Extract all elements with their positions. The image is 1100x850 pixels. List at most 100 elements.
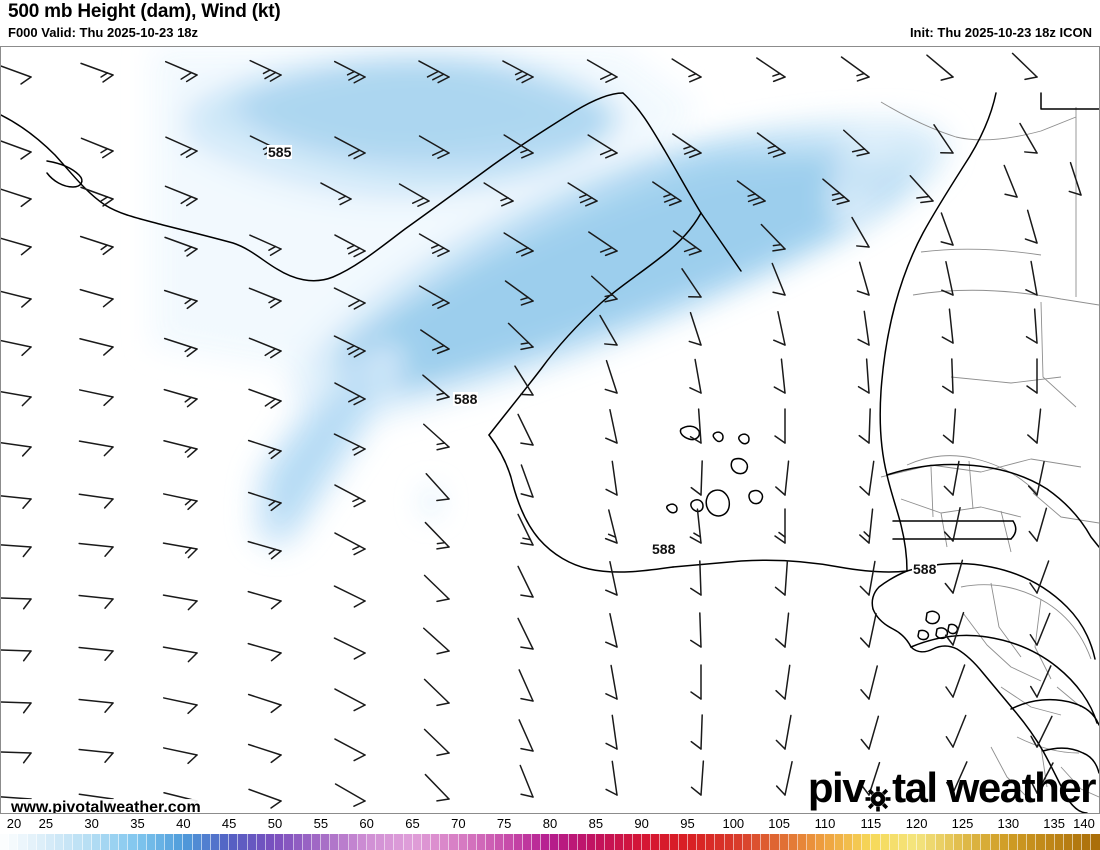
colorbar-tick: 70 — [451, 816, 466, 831]
colorbar-cell — [742, 834, 753, 850]
colorbar-cell — [898, 834, 909, 850]
colorbar-cell — [403, 834, 413, 850]
colorbar-cell — [229, 834, 239, 850]
colorbar-tick: 85 — [588, 816, 604, 831]
colorbar-cell — [45, 834, 56, 850]
colorbar-cell — [587, 834, 597, 850]
colorbar-cell — [843, 834, 853, 850]
colorbar-cell — [339, 834, 349, 850]
colorbar-cell — [27, 834, 37, 850]
colorbar-cell — [550, 834, 560, 850]
logo-text-part1: piv — [807, 764, 866, 811]
colorbar-cell — [678, 834, 688, 850]
colorbar-tick: 55 — [313, 816, 329, 831]
wind-speed-colorbar[interactable]: 20 25 30 35 40 45 50 55 60 65 70 75 80 85 90 95 100 105 11… — [0, 816, 1100, 850]
colorbar-cell — [807, 834, 817, 850]
colorbar-cell — [385, 834, 395, 850]
colorbar-cell — [91, 834, 101, 850]
map-canvas[interactable]: 585 588 588 588 www.pivotalweather.com p… — [0, 46, 1100, 814]
colorbar-cell — [421, 834, 432, 850]
colorbar-gradient-strip[interactable] — [0, 834, 1100, 850]
colorbar-cell — [210, 834, 221, 850]
colorbar-cell — [412, 834, 422, 850]
colorbar-cell — [486, 834, 496, 850]
colorbar-cell — [100, 834, 111, 850]
header-subrow: F000 Valid: Thu 2025-10-23 18z Init: Thu… — [0, 25, 1100, 43]
gear-icon — [865, 775, 891, 812]
colorbar-cell — [531, 834, 542, 850]
colorbar-cell — [449, 834, 459, 850]
colorbar-tick: 25 — [38, 816, 54, 831]
colorbar-cell — [504, 834, 514, 850]
colorbar-cell — [889, 834, 899, 850]
colorbar-tick: 35 — [130, 816, 145, 831]
colorbar-cell — [128, 834, 138, 850]
colorbar-cell — [467, 834, 477, 850]
colorbar-cell — [1082, 834, 1092, 850]
colorbar-cell — [110, 834, 120, 850]
colorbar-tick: 20 — [6, 816, 22, 831]
colorbar-cell — [513, 834, 523, 850]
colorbar-cell — [660, 834, 670, 850]
colorbar-tick: 135 — [1043, 816, 1066, 831]
page-title: 500 mb Height (dam), Wind (kt) — [8, 1, 281, 22]
colorbar-cell — [476, 834, 487, 850]
colorbar-cell — [632, 834, 643, 850]
colorbar-cell — [155, 834, 166, 850]
colorbar-cell — [761, 834, 771, 850]
colorbar-cell — [990, 834, 1000, 850]
colorbar-cell — [1063, 834, 1074, 850]
colorbar-cell — [568, 834, 578, 850]
colorbar-tick: 120 — [905, 816, 928, 831]
colorbar-cell — [119, 834, 129, 850]
colorbar-cell — [715, 834, 725, 850]
wind-speed-shading — [151, 47, 950, 549]
logo-text-part2: tal weather — [892, 764, 1096, 811]
colorbar-cell — [596, 834, 606, 850]
colorbar-cell — [816, 834, 826, 850]
colorbar-tick: 60 — [359, 816, 374, 831]
colorbar-cell — [256, 834, 266, 850]
colorbar-cell — [1008, 834, 1019, 850]
colorbar-cell — [146, 834, 156, 850]
colorbar-tick: 115 — [860, 816, 882, 831]
colorbar-cell — [963, 834, 973, 850]
colorbar-cell — [284, 834, 294, 850]
colorbar-cell — [311, 834, 322, 850]
colorbar-cell — [669, 834, 679, 850]
colorbar-cell — [82, 834, 92, 850]
colorbar-cell — [541, 834, 551, 850]
contour-label: 588 — [912, 561, 938, 577]
colorbar-cell — [495, 834, 505, 850]
colorbar-cell — [999, 834, 1009, 850]
colorbar-cell — [687, 834, 698, 850]
pivotal-weather-logo: piv — [807, 764, 1096, 812]
map-graphics — [1, 47, 1099, 813]
colorbar-cell — [64, 834, 74, 850]
colorbar-cell — [935, 834, 945, 850]
colorbar-cell — [862, 834, 872, 850]
contour-label: 585 — [267, 144, 293, 160]
init-time-label: Init: Thu 2025-10-23 18z ICON — [909, 25, 1092, 40]
colorbar-cell — [559, 834, 569, 850]
colorbar-cell — [73, 834, 83, 850]
colorbar-tick: 95 — [680, 816, 695, 831]
colorbar-cell — [880, 834, 890, 850]
colorbar-tick: 105 — [768, 816, 791, 831]
colorbar-cell — [394, 834, 404, 850]
colorbar-cell — [852, 834, 863, 850]
colorbar-cell — [376, 834, 386, 850]
colorbar-cell — [1027, 834, 1037, 850]
colorbar-tick: 125 — [951, 816, 974, 831]
colorbar-cell — [174, 834, 184, 850]
colorbar-tick: 100 — [722, 816, 745, 831]
colorbar-cell — [165, 834, 175, 850]
valid-time-label: F000 Valid: Thu 2025-10-23 18z — [8, 25, 199, 40]
colorbar-tick: 140 — [1073, 816, 1095, 831]
colorbar-cell — [834, 834, 844, 850]
colorbar-cell — [953, 834, 964, 850]
colorbar-tick: 45 — [221, 816, 237, 831]
colorbar-cell — [733, 834, 743, 850]
colorbar-cell — [797, 834, 808, 850]
